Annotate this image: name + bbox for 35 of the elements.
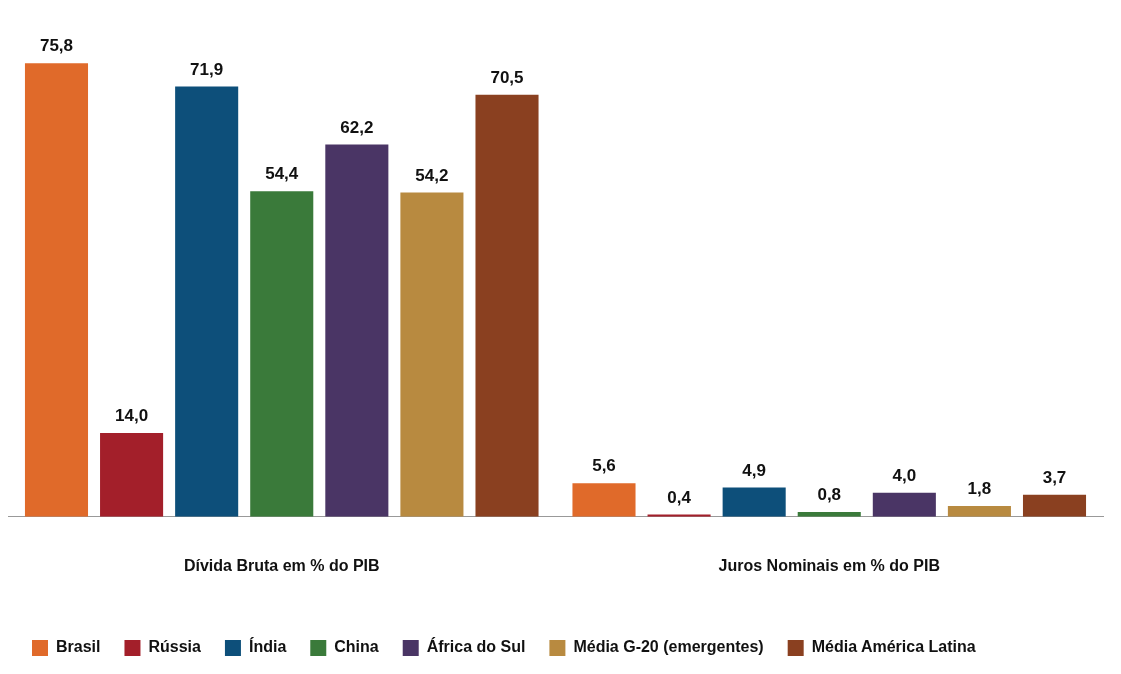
data-label: 4,0 [892,466,917,486]
bar [24,63,89,517]
legend-label: África do Sul [426,637,526,656]
bar [475,94,539,517]
data-label: 0,4 [667,487,692,507]
bar [250,191,314,517]
data-label: 4,9 [742,460,766,480]
x-tick-label: Juros Nominais em % do PIB [718,556,940,574]
data-label: 54,2 [415,165,449,185]
bar [722,487,786,517]
data-label: 14,0 [115,406,149,426]
data-label: 54,4 [265,164,299,184]
bar [175,86,239,517]
data-label: 0,8 [817,485,842,505]
data-label: 5,6 [592,456,616,476]
bar [400,192,464,517]
legend-label: China [334,638,379,656]
legend-label: Média América Latina [811,638,976,656]
data-label: 75,8 [39,36,74,56]
legend-label: Índia [248,637,287,656]
bar [325,144,389,517]
bar [872,492,936,517]
bar [572,483,636,517]
legend-label: Rússia [148,638,202,656]
data-label: 1,8 [967,479,992,499]
data-label: 71,9 [190,59,224,79]
legend-label: Média G-20 (emergentes) [573,638,764,656]
data-label: 3,7 [1042,467,1067,487]
legend-label: Brasil [56,638,101,656]
bar [1022,494,1087,517]
data-label: 62,2 [340,117,374,137]
bar [100,433,164,517]
data-label: 70,5 [490,68,524,88]
x-tick-label: Dívida Bruta em % do PIB [183,556,380,574]
bar [947,506,1011,517]
